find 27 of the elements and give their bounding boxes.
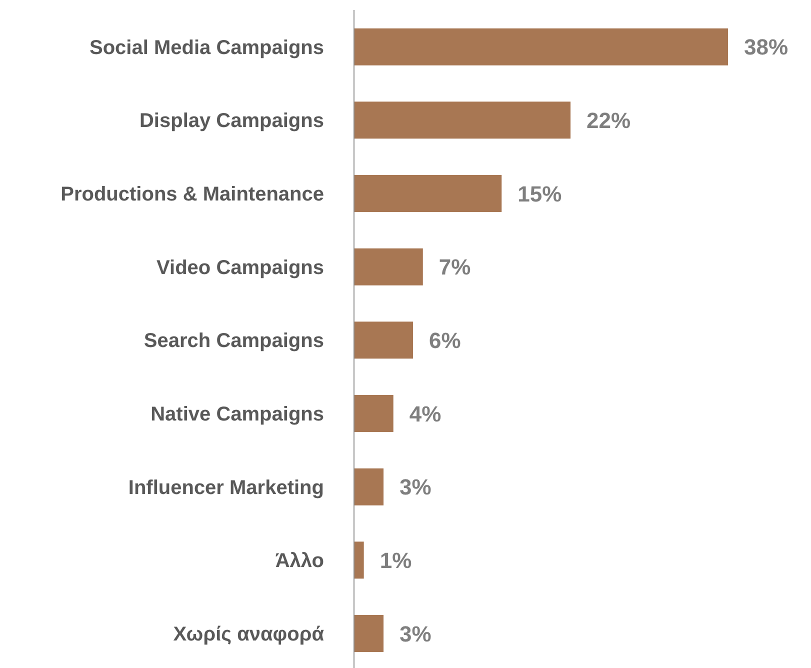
bar — [354, 615, 384, 652]
data-label: 3% — [400, 474, 432, 500]
data-label: 7% — [438, 254, 471, 280]
y-tick-label: Video Campaigns — [156, 256, 324, 279]
y-tick-label: Native Campaigns — [150, 403, 324, 426]
bar — [354, 542, 364, 579]
data-label: 38% — [744, 34, 788, 60]
data-label: 4% — [409, 401, 442, 426]
data-label: 15% — [518, 181, 562, 206]
y-tick-label: Productions & Maintenance — [60, 183, 324, 206]
bar — [354, 468, 384, 506]
y-tick-label: Display Campaigns — [139, 110, 324, 132]
y-tick-label: Social Media Campaigns — [89, 36, 324, 59]
bar — [354, 102, 571, 139]
data-label: 6% — [429, 328, 461, 353]
data-label: 1% — [380, 548, 412, 573]
bar — [354, 175, 502, 212]
y-tick-label: Search Campaigns — [144, 330, 324, 352]
data-label: 3% — [400, 621, 432, 646]
y-tick-label: Άλλο — [275, 550, 324, 572]
y-tick-label: Influencer Marketing — [128, 476, 324, 499]
bar — [354, 395, 394, 432]
bar — [354, 28, 728, 66]
bar — [354, 322, 414, 359]
data-label: 22% — [586, 108, 631, 133]
y-tick-label: Χωρίς αναφορά — [173, 623, 325, 646]
bar — [354, 248, 423, 286]
